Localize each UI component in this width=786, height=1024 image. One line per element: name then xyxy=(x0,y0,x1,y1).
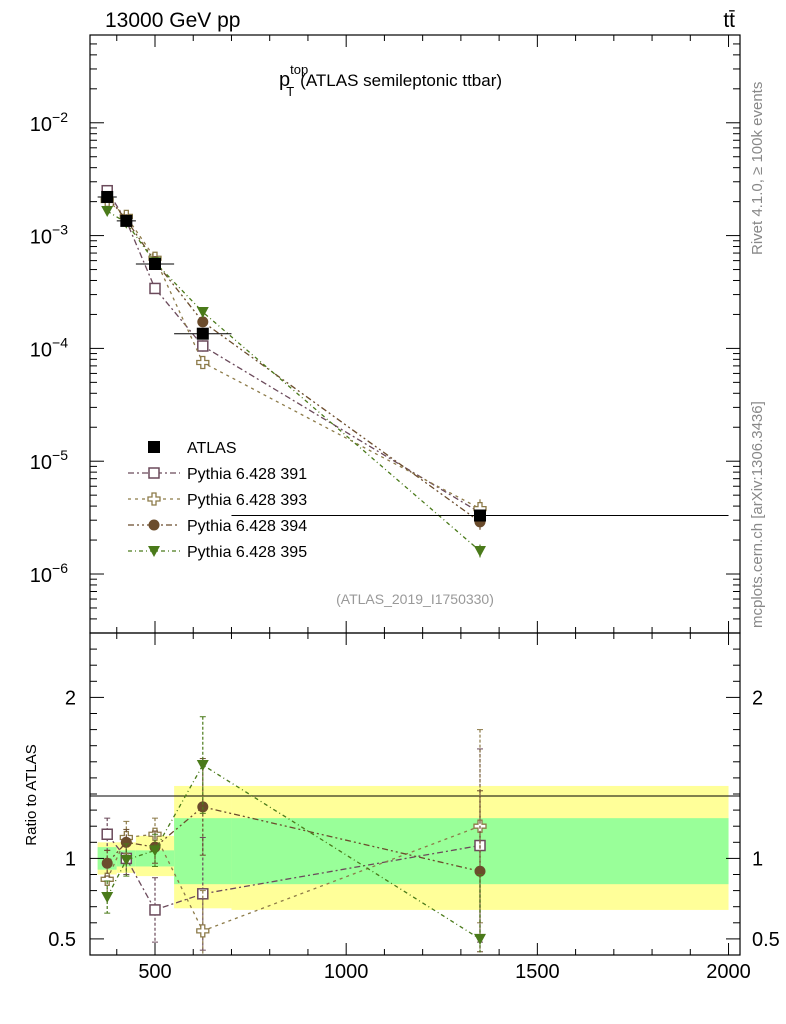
main-line-4 xyxy=(106,210,481,552)
ratio-marker-2 xyxy=(100,872,114,886)
main-marker-4 xyxy=(474,545,486,557)
ratio-panel: 0.5 0.5 1 1 2 2 Ratio to ATLAS 500 1000 1500 200… xyxy=(23,632,780,983)
ratio-y-tick-label: 2 xyxy=(65,687,76,709)
ratio-y-tick-label: 0.5 xyxy=(48,929,76,951)
ratio-marker-1 xyxy=(197,888,209,900)
ratio-marker-4 xyxy=(120,855,133,867)
title-sup: top xyxy=(290,62,308,77)
title-main: p xyxy=(279,69,290,91)
ratio-axis-ticks xyxy=(90,633,740,955)
main-panel: 10−6 10−5 10−4 10−3 10−2 ptop T (ATLAS semilep… xyxy=(30,34,741,634)
main-marker-1 xyxy=(149,282,161,295)
main-series-layer xyxy=(97,184,729,558)
legend-label: Pythia 6.428 394 xyxy=(187,518,307,535)
main-y-tick-label: 10−5 xyxy=(30,447,68,474)
x-tick-label: 500 xyxy=(138,961,171,983)
rivet-version-label: Rivet 4.1.0, ≥ 100k events xyxy=(749,82,766,255)
legend-marker-4 xyxy=(148,546,160,557)
main-marker-3 xyxy=(197,316,209,328)
ratio-marker-4 xyxy=(149,845,161,857)
main-marker-2 xyxy=(196,355,210,370)
ratio-marker-4 xyxy=(196,760,209,772)
ratio-marker-3 xyxy=(120,836,132,848)
ratio-marker-3 xyxy=(101,857,113,869)
legend-label: Pythia 6.428 393 xyxy=(187,492,307,509)
legend-marker-3 xyxy=(148,519,160,531)
main-marker-4 xyxy=(196,307,209,319)
ratio-series-layer xyxy=(100,716,487,956)
ratio-y-label: Ratio to ATLAS xyxy=(23,744,40,845)
data-point xyxy=(196,327,209,340)
legend-label: ATLAS xyxy=(187,440,237,457)
ratio-y-tick-labels: 0.5 0.5 1 1 2 2 xyxy=(48,687,780,951)
x-tick-label: 2000 xyxy=(706,961,751,983)
ratio-bands xyxy=(97,785,729,910)
main-y-tick-labels: 10−6 10−5 10−4 10−3 10−2 xyxy=(30,109,68,587)
x-tick-labels: 500 1000 1500 2000 xyxy=(138,961,750,983)
legend-marker-0 xyxy=(148,441,160,453)
ratio-marker-1 xyxy=(101,828,113,840)
chart-title: ptop T (ATLAS semileptonic ttbar) xyxy=(279,62,502,99)
mcplots-label: mcplots.cern.ch [arXiv:1306.3436] xyxy=(749,401,766,628)
legend-label: Pythia 6.428 395 xyxy=(187,544,307,561)
process-label: tt̄ xyxy=(723,9,735,32)
ratio-y-tick-label: 1 xyxy=(65,848,76,870)
main-y-tick-label: 10−4 xyxy=(30,334,68,361)
legend-marker-1 xyxy=(148,467,160,479)
title-rest: (ATLAS semileptonic ttbar) xyxy=(300,71,502,90)
x-tick-label: 1500 xyxy=(515,961,560,983)
ratio-y-tick-label-right: 2 xyxy=(752,687,763,709)
main-y-tick-label: 10−6 xyxy=(30,560,68,587)
energy-label: 13000 GeV pp xyxy=(105,9,240,32)
x-tick-label: 1000 xyxy=(324,961,369,983)
analysis-tag: (ATLAS_2019_I1750330) xyxy=(336,591,494,607)
data-point xyxy=(120,214,133,227)
data-point xyxy=(101,190,114,203)
main-y-tick-label: 10−2 xyxy=(30,109,68,136)
main-line-1 xyxy=(106,190,481,514)
main-marker-1 xyxy=(197,340,209,352)
main-marker-4 xyxy=(101,206,114,218)
data-point xyxy=(474,509,486,522)
ratio-marker-4 xyxy=(101,892,114,904)
main-y-tick-label: 10−3 xyxy=(30,222,68,249)
main-axis-ticks xyxy=(90,34,740,634)
data-point xyxy=(149,257,161,270)
ratio-marker-4 xyxy=(474,933,486,945)
ratio-y-tick-label-right: 1 xyxy=(752,848,763,870)
ratio-line-4 xyxy=(106,764,481,940)
ratio-marker-1 xyxy=(149,904,161,916)
main-line-2 xyxy=(106,199,481,510)
ratio-line-2 xyxy=(106,825,481,932)
ratio-frame xyxy=(89,632,741,956)
ratio-y-tick-label-right: 0.5 xyxy=(752,929,780,951)
legend-marker-2 xyxy=(147,492,161,506)
title-sub: T xyxy=(286,84,294,99)
ratio-marker-2 xyxy=(196,924,210,938)
legend: ATLAS Pythia 6.428 391 Pythia 6.428 393 Pyt… xyxy=(128,440,307,561)
legend-label: Pythia 6.428 391 xyxy=(187,466,307,483)
